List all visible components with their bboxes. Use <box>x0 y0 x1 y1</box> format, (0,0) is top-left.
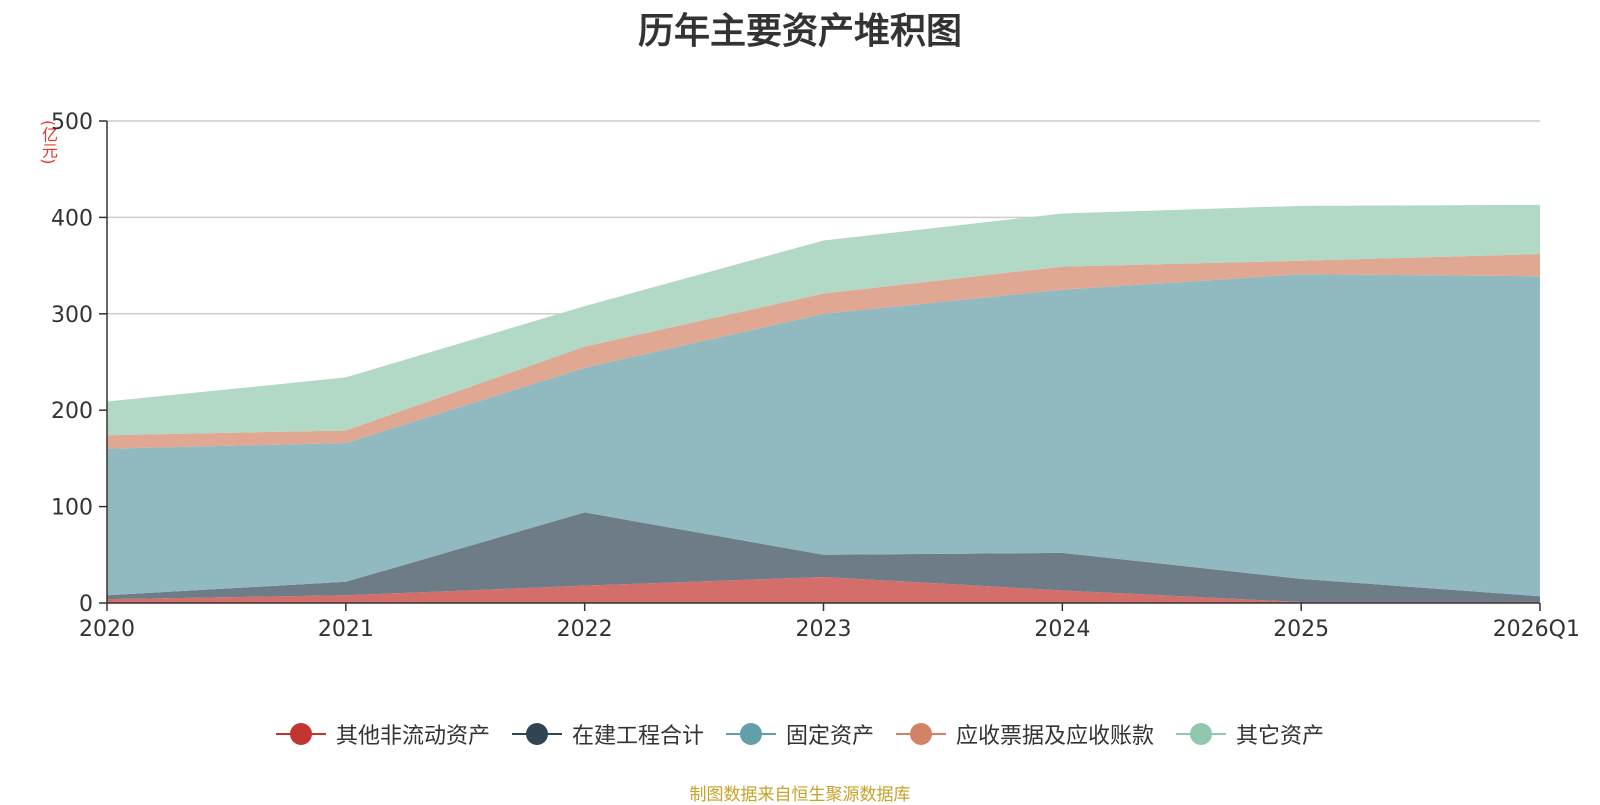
area-series-4 <box>107 204 1540 436</box>
legend-marker-icon <box>275 722 326 746</box>
y-tick-label-300: 300 <box>51 303 93 328</box>
legend-label: 其它资产 <box>1236 724 1325 749</box>
chart-title: 历年主要资产堆积图 <box>637 11 962 52</box>
x-tick-label-0: 2020 <box>79 617 135 642</box>
x-tick-label-3: 2023 <box>796 617 852 642</box>
stacked-area-chart: 0 100 200 300 400 500 2020 2021 2022 2023 2024 2025… <box>51 110 1580 642</box>
area-series-2 <box>107 274 1540 597</box>
legend-item-3[interactable]: 应收票据及应收账款 <box>896 718 1154 750</box>
legend-marker-icon <box>725 722 776 746</box>
y-tick-label-500: 500 <box>51 110 93 135</box>
y-axis-unit-label: (亿元) <box>39 120 58 165</box>
legend-label: 在建工程合计 <box>571 724 704 749</box>
chart-legend: 其他非流动资产 在建工程合计 固定资产 应收票据及应收账款 其它资产 <box>0 718 1600 750</box>
area-series-1 <box>107 512 1540 603</box>
legend-label: 固定资产 <box>785 724 874 749</box>
x-tick-label-5: 2025 <box>1273 617 1329 642</box>
legend-label: 应收票据及应收账款 <box>956 724 1155 749</box>
legend-marker-icon <box>1176 722 1227 746</box>
area-series-0 <box>107 576 1540 603</box>
x-tick-label-2: 2022 <box>557 617 613 642</box>
legend-marker-icon <box>896 722 946 746</box>
y-tick-label-200: 200 <box>51 399 93 424</box>
y-tick-label-0: 0 <box>79 592 93 617</box>
legend-item-4[interactable]: 其它资产 <box>1176 718 1324 750</box>
legend-marker-icon <box>511 722 562 746</box>
legend-label: 其他非流动资产 <box>335 724 490 749</box>
legend-item-0[interactable]: 其他非流动资产 <box>275 718 490 750</box>
x-tick-label-4: 2024 <box>1034 617 1090 642</box>
data-source-note: 制图数据来自恒生聚源数据库 <box>689 785 911 805</box>
legend-item-1[interactable]: 在建工程合计 <box>511 718 704 750</box>
x-tick-label-1: 2021 <box>318 617 374 642</box>
y-tick-label-100: 100 <box>51 496 93 521</box>
legend-item-2[interactable]: 固定资产 <box>725 718 874 750</box>
area-series-3 <box>107 254 1540 449</box>
y-tick-label-400: 400 <box>51 206 93 231</box>
x-tick-label-6: 2026Q1 <box>1493 617 1580 642</box>
